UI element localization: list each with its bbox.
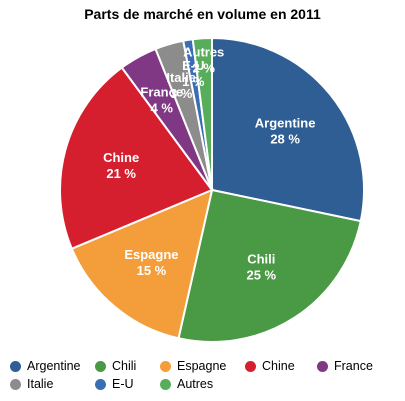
legend-label: Argentine (27, 359, 81, 373)
legend-swatch (245, 360, 256, 372)
slice-value-label: 15 % (137, 263, 167, 278)
legend-item-argentine: Argentine (10, 359, 95, 373)
legend-item-chili: Chili (95, 359, 160, 373)
slice-value-label: 21 % (106, 166, 136, 181)
legend-swatch (160, 360, 171, 372)
legend-item-e-u: E-U (95, 377, 160, 391)
slice-label: E-U (182, 58, 204, 73)
slice-value-label: 28 % (270, 132, 300, 147)
legend-swatch (317, 360, 328, 372)
pie-slice-chili (177, 188, 362, 343)
slice-value-label: 2 % (193, 61, 216, 76)
legend-item-espagne: Espagne (160, 359, 245, 373)
legend-item-autres: Autres (160, 377, 245, 391)
legend-swatch (95, 360, 106, 372)
slice-value-label: 25 % (246, 268, 276, 283)
slice-label: Argentine (255, 116, 316, 131)
legend-row: Argentine Chili Espagne Chine France (10, 357, 405, 375)
legend-label: Autres (177, 377, 214, 391)
slice-value-label: 1 % (182, 74, 205, 89)
legend-item-italie: Italie (10, 377, 95, 391)
pie-slice-espagne (70, 188, 214, 340)
legend-label: E-U (112, 377, 134, 391)
legend-label: Chili (112, 359, 137, 373)
pie-slice-autres (191, 36, 213, 191)
pie-slice-argentine (211, 36, 365, 223)
legend-item-chine: Chine (245, 359, 317, 373)
slice-value-label: 4 % (151, 101, 174, 116)
legend-label: Italie (27, 377, 54, 391)
legend-item-france: France (317, 359, 397, 373)
legend-swatch (10, 360, 21, 372)
slice-value-label: 3 % (170, 86, 193, 101)
chart-legend: Argentine Chili Espagne Chine France Italie E… (10, 357, 405, 393)
slice-label: Italie (166, 70, 196, 85)
legend-label: Espagne (177, 359, 227, 373)
legend-label: France (334, 359, 373, 373)
slice-label: Autres (183, 45, 224, 60)
slice-label: France (140, 85, 183, 100)
legend-swatch (95, 378, 106, 390)
legend-swatch (160, 378, 171, 390)
slice-label: Chili (247, 252, 275, 267)
chart-title: Parts de marché en volume en 2011 (84, 6, 321, 22)
legend-label: Chine (262, 359, 295, 373)
legend-row: Italie E-U Autres (10, 375, 405, 393)
slice-label: Espagne (124, 247, 178, 262)
pie-slice-chine (59, 66, 214, 251)
legend-swatch (10, 378, 21, 390)
slice-label: Chine (103, 150, 139, 165)
